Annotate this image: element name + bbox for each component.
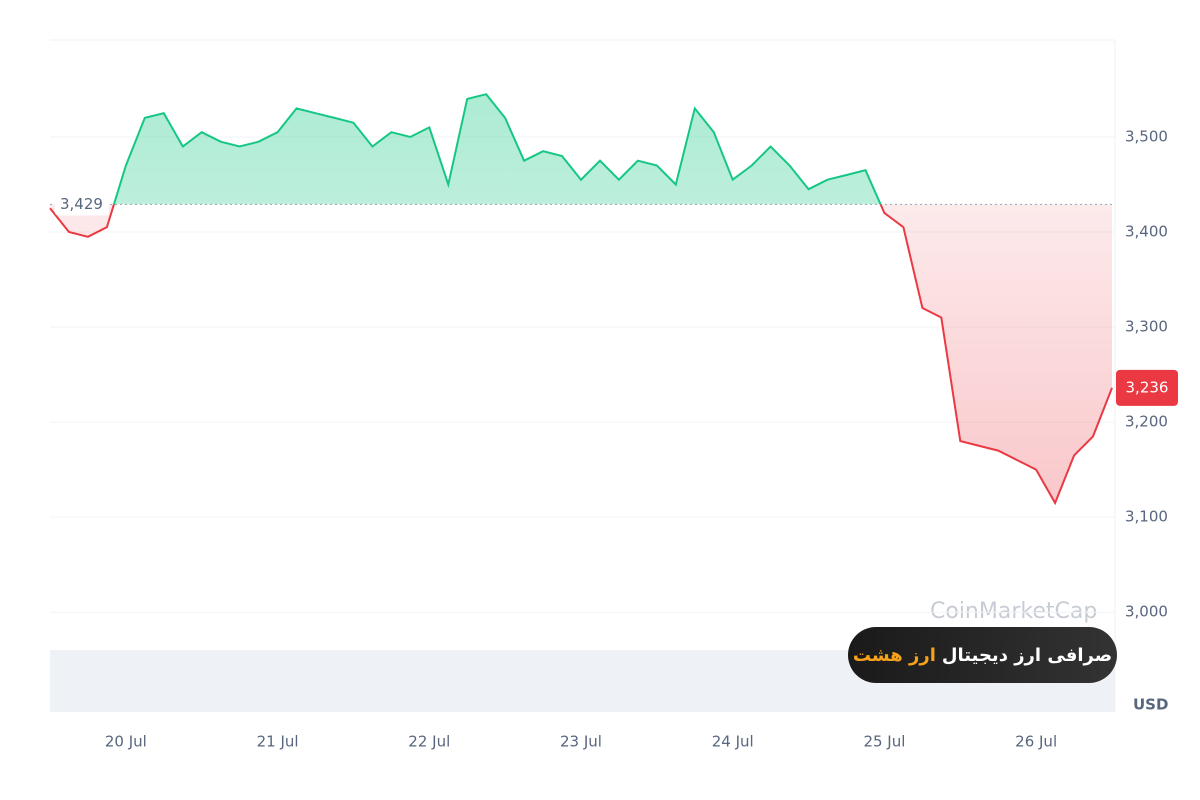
y-tick-label: 3,400	[1125, 223, 1168, 241]
badge-brand: ارز هشت	[852, 644, 936, 666]
badge: صرافی ارز دیجیتال ارز هشت	[848, 627, 1117, 683]
x-tick-label: 24 Jul	[712, 733, 754, 751]
y-tick-label: 3,100	[1125, 508, 1168, 526]
badge-text: صرافی ارز دیجیتال	[941, 644, 1113, 666]
area-up	[113, 94, 881, 205]
last-price-label: 3,236	[1126, 378, 1169, 396]
y-tick-label: 3,300	[1125, 318, 1168, 336]
y-tick-label: 3,200	[1125, 413, 1168, 431]
last-price-bg	[1116, 369, 1178, 406]
x-tick-label: 22 Jul	[408, 733, 450, 751]
unit-label: USD	[1133, 696, 1168, 714]
price-line-down	[49, 204, 1113, 506]
x-tick-label: 25 Jul	[863, 733, 905, 751]
x-tick-label: 26 Jul	[1015, 733, 1057, 751]
area-down	[50, 204, 1112, 503]
y-tick-label: 3,500	[1125, 127, 1168, 145]
baseline-label-bg	[55, 193, 109, 216]
x-tick-label: 23 Jul	[560, 733, 602, 751]
y-tick-label: 3,000	[1125, 603, 1168, 621]
price-line-up	[112, 93, 882, 205]
baseline-label: 3,429	[60, 195, 103, 213]
x-tick-label: 21 Jul	[257, 733, 299, 751]
x-tick-label: 20 Jul	[105, 733, 147, 751]
watermark: CoinMarketCap	[930, 599, 1097, 624]
